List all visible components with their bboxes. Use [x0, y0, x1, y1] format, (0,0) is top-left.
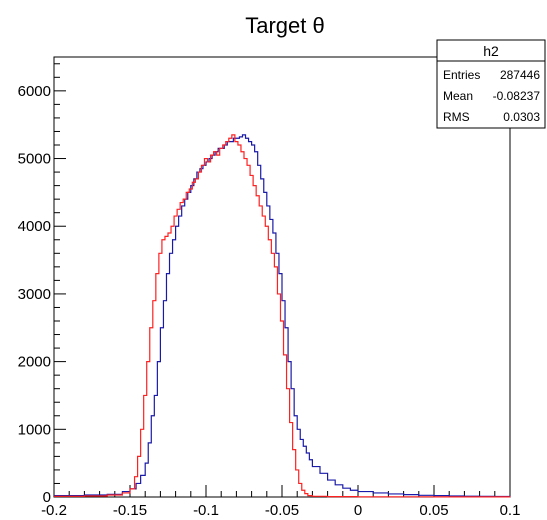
- stats-box: h2 Entries 287446 Mean -0.08237 RMS 0.03…: [436, 39, 546, 129]
- series-1-line: [54, 134, 511, 498]
- chart-title: Target θ: [245, 13, 325, 38]
- y-tick-label: 2000: [18, 354, 51, 371]
- series-2-line: [54, 134, 511, 498]
- stats-box-name: h2: [483, 43, 499, 59]
- x-tick-label: -0.05: [265, 502, 299, 519]
- y-tick-label: 4000: [18, 218, 51, 235]
- stats-mean-value: -0.08237: [493, 89, 541, 103]
- x-tick-label: 0: [354, 502, 362, 519]
- y-axis: 0 1000 2000 3000 4000 5000 6000: [18, 63, 66, 506]
- x-axis: -0.2 -0.15 -0.1 -0.05 0 0.05 0.1: [41, 485, 520, 519]
- y-tick-label: 6000: [18, 83, 51, 100]
- stats-mean-label: Mean: [443, 89, 473, 103]
- y-tick-label: 1000: [18, 421, 51, 438]
- y-tick-label: 0: [43, 489, 51, 506]
- stats-rms-value: 0.0303: [503, 110, 540, 124]
- x-tick-label: 0.1: [500, 502, 521, 519]
- x-tick-label: 0.05: [419, 502, 448, 519]
- x-tick-label: -0.2: [41, 502, 67, 519]
- x-tick-label: -0.15: [113, 502, 147, 519]
- stats-rms-label: RMS: [443, 110, 470, 124]
- y-tick-label: 3000: [18, 286, 51, 303]
- series-layer: [54, 134, 511, 498]
- x-tick-label: -0.1: [193, 502, 219, 519]
- y-tick-label: 5000: [18, 151, 51, 168]
- stats-entries-value: 287446: [500, 68, 540, 82]
- stats-entries-label: Entries: [443, 68, 480, 82]
- stats-box-frame: [436, 39, 546, 129]
